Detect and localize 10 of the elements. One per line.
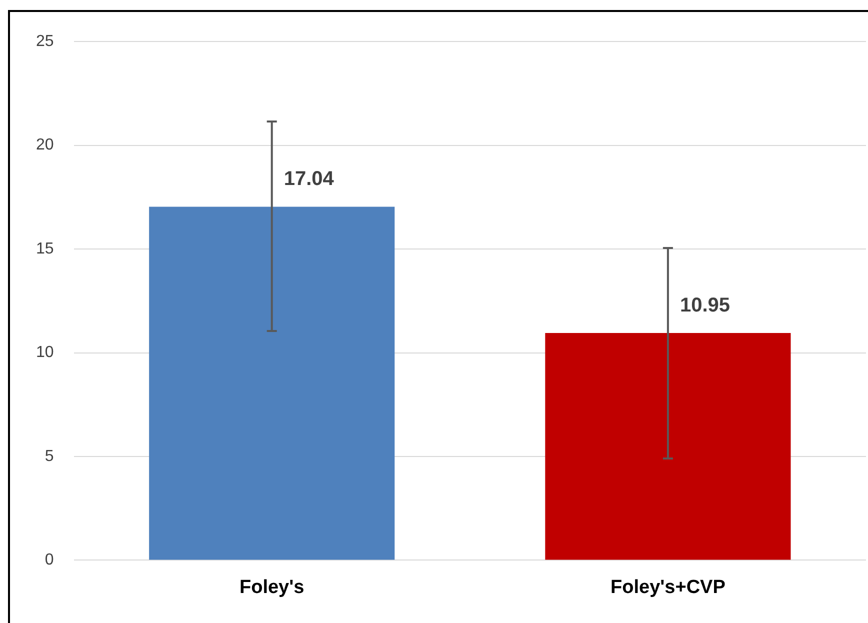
y-tick-label: 15 [36,240,54,258]
y-tick-label: 25 [36,33,54,50]
y-tick-label: 5 [44,448,54,465]
y-tick-label: 10 [36,344,54,362]
y-tick-label: 20 [36,136,54,154]
data-label: 17.04 [284,168,335,190]
y-tick-label: 0 [44,552,54,569]
x-tick-label: Foley's [239,576,304,598]
data-label: 10.95 [680,294,730,317]
x-tick-label: Foley's+CVP [610,576,726,598]
